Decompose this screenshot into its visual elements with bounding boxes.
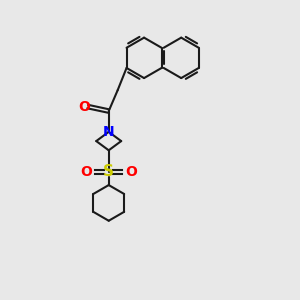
- Text: S: S: [103, 164, 114, 179]
- Text: N: N: [103, 125, 115, 139]
- Text: O: O: [78, 100, 90, 114]
- Text: O: O: [80, 165, 92, 179]
- Text: O: O: [125, 165, 137, 179]
